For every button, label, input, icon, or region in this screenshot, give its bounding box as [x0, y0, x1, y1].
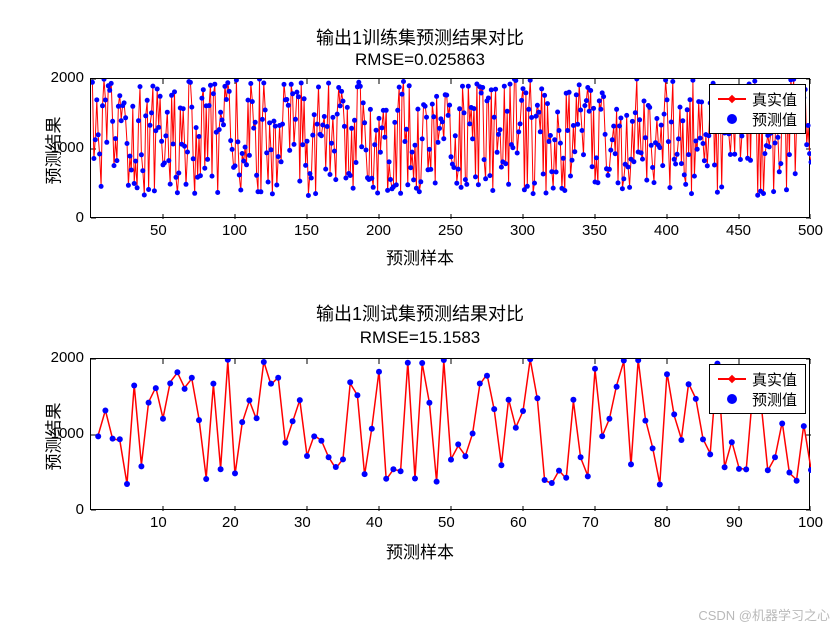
- ytick-label: 0: [76, 501, 84, 518]
- xtick-label: 50: [150, 222, 167, 239]
- watermark: CSDN @机器学习之心: [698, 605, 830, 624]
- xtick-label: 10: [150, 514, 167, 531]
- legend-item-pred: 预测值: [718, 109, 797, 129]
- legend-label-pred: 预测值: [752, 109, 797, 130]
- ytick-label: 1000: [51, 139, 84, 156]
- xtick-label: 100: [222, 222, 247, 239]
- xtick-label: 40: [366, 514, 383, 531]
- xtick-label: 30: [294, 514, 311, 531]
- xtick-label: 300: [510, 222, 535, 239]
- chart1-xlabel: 预测样本: [386, 244, 454, 269]
- xtick-label: 500: [798, 222, 823, 239]
- legend-item-pred: 预测值: [718, 389, 797, 409]
- legend-dot-icon: [718, 394, 746, 404]
- xtick-label: 50: [438, 514, 455, 531]
- xtick-label: 100: [798, 514, 823, 531]
- xtick-label: 70: [582, 514, 599, 531]
- legend-dot-icon: [718, 114, 746, 124]
- chart2-xlabel: 预测样本: [386, 538, 454, 563]
- ytick-label: 0: [76, 209, 84, 226]
- xtick-label: 20: [222, 514, 239, 531]
- legend-line-icon: [718, 98, 746, 100]
- ytick-label: 2000: [51, 69, 84, 86]
- chart2-plot-area: [90, 358, 810, 510]
- legend-label-true: 真实值: [752, 369, 797, 390]
- xtick-label: 250: [438, 222, 463, 239]
- chart1-plot-area: [90, 78, 810, 218]
- legend-line-icon: [718, 378, 746, 380]
- xtick-label: 60: [510, 514, 527, 531]
- xtick-label: 80: [654, 514, 671, 531]
- xtick-label: 90: [726, 514, 743, 531]
- xtick-label: 350: [582, 222, 607, 239]
- ytick-label: 1000: [51, 425, 84, 442]
- chart2-subtitle: RMSE=15.1583: [360, 328, 481, 348]
- legend-label-pred: 预测值: [752, 389, 797, 410]
- chart1-subtitle: RMSE=0.025863: [355, 50, 485, 70]
- xtick-label: 400: [654, 222, 679, 239]
- chart1-legend: 真实值 预测值: [709, 84, 806, 134]
- chart2-legend: 真实值 预测值: [709, 364, 806, 414]
- xtick-label: 150: [294, 222, 319, 239]
- ytick-label: 2000: [51, 349, 84, 366]
- xtick-label: 450: [726, 222, 751, 239]
- chart2-title: 输出1测试集预测结果对比: [316, 300, 524, 326]
- legend-item-true: 真实值: [718, 89, 797, 109]
- xtick-label: 200: [366, 222, 391, 239]
- chart1-title: 输出1训练集预测结果对比: [316, 24, 524, 50]
- legend-item-true: 真实值: [718, 369, 797, 389]
- legend-label-true: 真实值: [752, 89, 797, 110]
